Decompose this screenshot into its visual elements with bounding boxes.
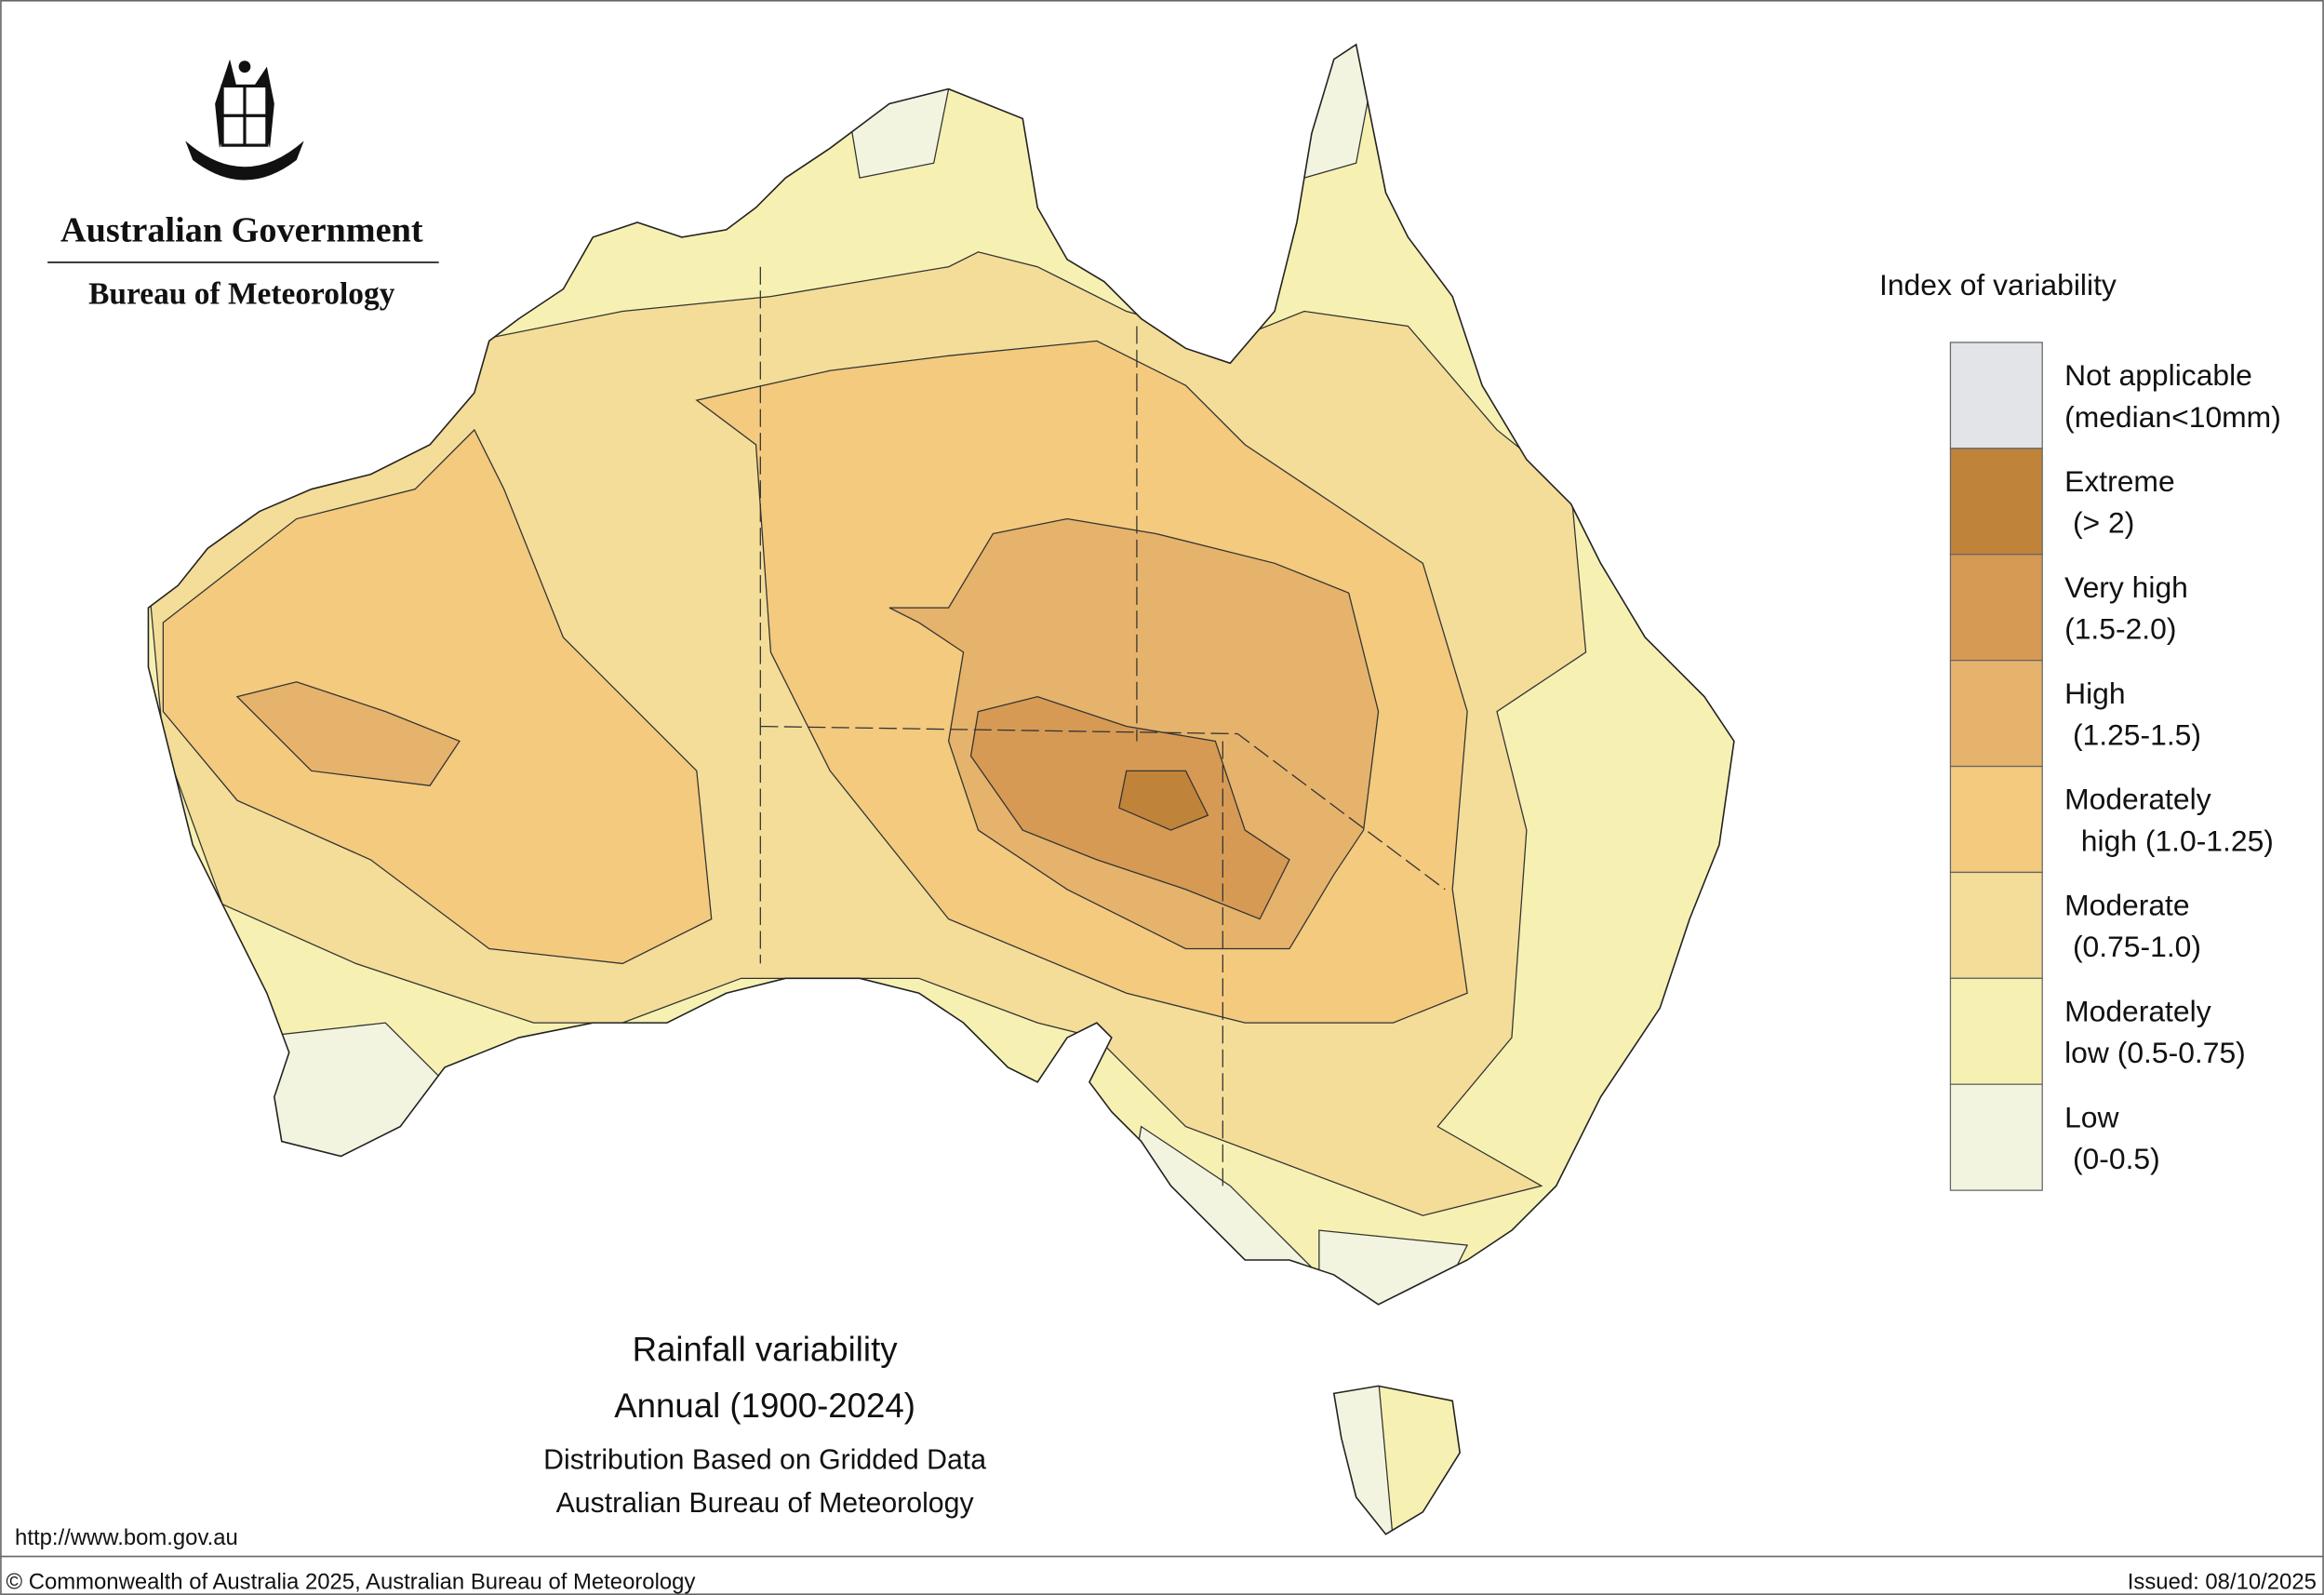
legend-label: Low — [2064, 1100, 2119, 1133]
legend-label: Moderately — [2064, 995, 2211, 1028]
legend-swatch — [1949, 765, 2043, 874]
legend-title: Index of variability — [1879, 268, 2117, 302]
url[interactable]: http://www.bom.gov.au — [15, 1525, 238, 1550]
legend-label: (0-0.5) — [2064, 1142, 2160, 1175]
emblem — [185, 59, 304, 181]
legend-label: Extreme — [2064, 464, 2175, 498]
legend-label: (median<10mm) — [2064, 400, 2281, 434]
legend-label: Moderately — [2064, 783, 2211, 816]
legend-label: Not applicable — [2064, 358, 2252, 392]
legend-label: low (0.5-0.75) — [2064, 1036, 2246, 1069]
legend-swatch — [1949, 554, 2043, 662]
legend-label: (0.75-1.0) — [2064, 930, 2201, 963]
legend-label: Very high — [2064, 570, 2188, 604]
legend-label: High — [2064, 677, 2126, 710]
legend-label: high (1.0-1.25) — [2064, 824, 2274, 857]
map-note: Distribution Based on Gridded Data — [543, 1445, 986, 1476]
legend-swatch — [1949, 660, 2043, 768]
legend-label: (> 2) — [2064, 506, 2134, 540]
legend-swatch — [1949, 342, 2043, 449]
legend-label: (1.25-1.5) — [2064, 717, 2201, 751]
legend-swatch — [1949, 977, 2043, 1085]
legend-swatch — [1949, 871, 2043, 979]
legend-swatch — [1949, 448, 2043, 556]
organisation: Australian Government — [60, 211, 423, 250]
legend-label: Moderate — [2064, 889, 2190, 922]
map-source: Australian Bureau of Meteorology — [556, 1488, 975, 1519]
map-title: Rainfall variability — [633, 1330, 899, 1368]
legend-swatch — [1949, 1083, 2043, 1191]
copyright: © Commonwealth of Australia 2025, Austra… — [7, 1570, 696, 1595]
map-subtitle: Annual (1900-2024) — [614, 1387, 915, 1425]
issued: Issued: 08/10/2025 — [2128, 1570, 2317, 1595]
legend-label: (1.5-2.0) — [2064, 612, 2176, 646]
agency: Bureau of Meteorology — [88, 277, 395, 312]
legend: Not applicable (median<10mm) Extreme (> 2)… — [1949, 342, 2281, 1191]
